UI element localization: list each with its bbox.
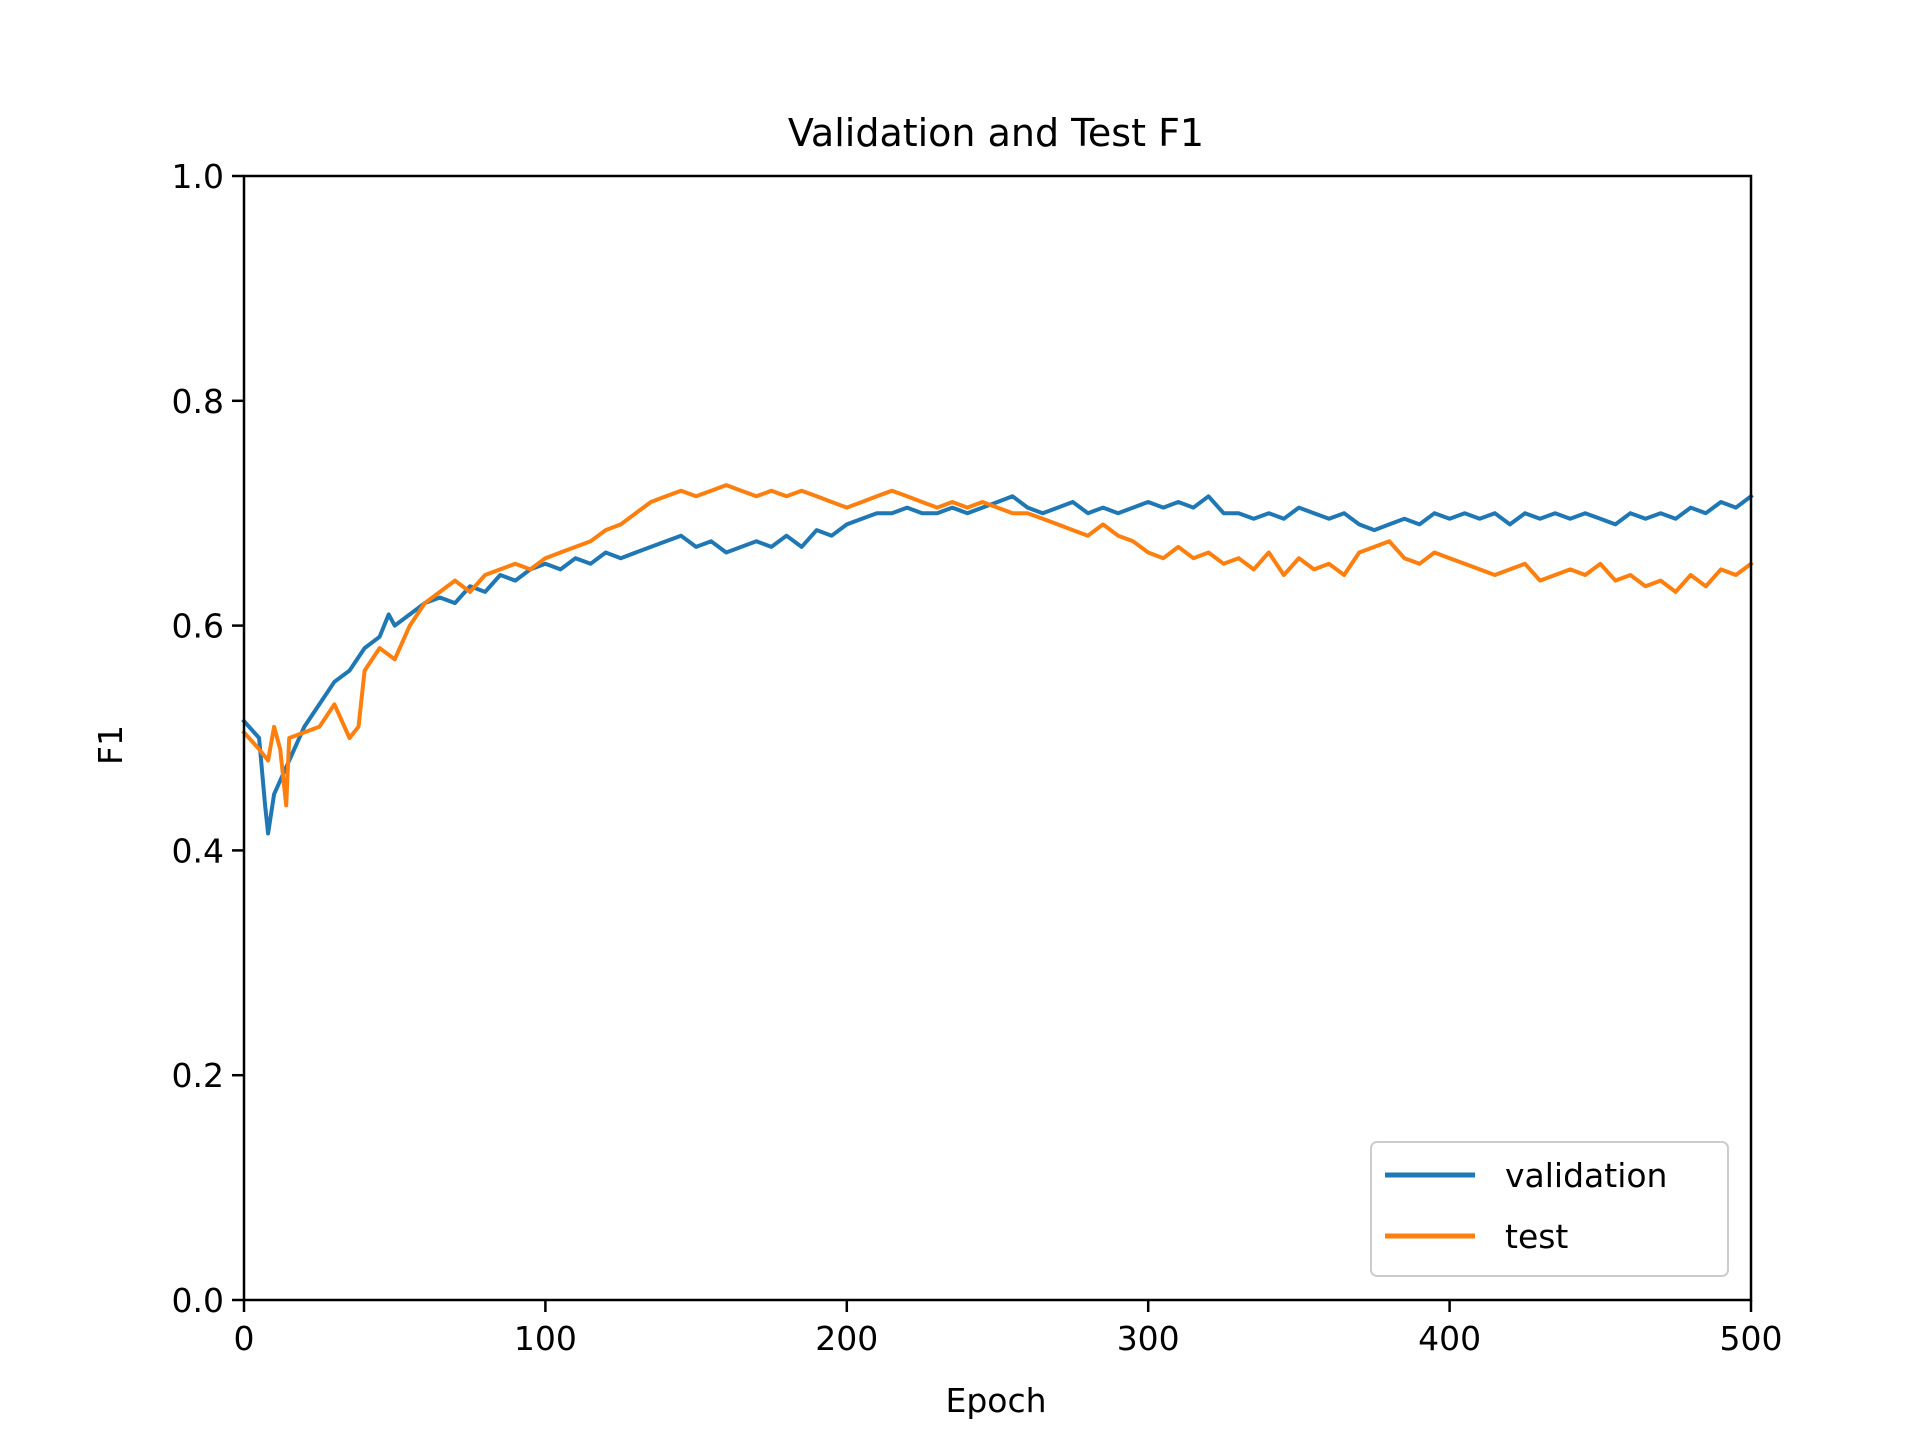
series-layer: [241, 483, 1754, 836]
series-line-test: [241, 483, 1754, 808]
plot-area-frame: [242, 174, 1753, 1302]
x-tick-label: 100: [514, 1319, 577, 1358]
y-tick-label: 0.8: [172, 382, 224, 421]
x-tick-label: 500: [1720, 1319, 1783, 1358]
legend-label-validation: validation: [1505, 1156, 1667, 1195]
legend: validation test: [1370, 1141, 1729, 1277]
legend-label-test: test: [1505, 1217, 1568, 1256]
chart-title: Validation and Test F1: [788, 111, 1204, 155]
y-axis-label: F1: [91, 725, 130, 765]
x-tick-label: 300: [1117, 1319, 1180, 1358]
x-axis-ticks: 0 100 200 300 400 500: [234, 1300, 1783, 1358]
x-axis-label: Epoch: [945, 1381, 1046, 1420]
x-tick-label: 0: [234, 1319, 255, 1358]
y-axis-ticks: 0.0 0.2 0.4 0.6 0.8 1.0: [172, 157, 244, 1320]
y-tick-label: 0.6: [172, 607, 224, 646]
y-tick-label: 0.4: [172, 831, 224, 870]
y-tick-label: 0.2: [172, 1056, 224, 1095]
x-tick-label: 400: [1418, 1319, 1481, 1358]
x-tick-label: 200: [815, 1319, 878, 1358]
y-tick-label: 0.0: [172, 1281, 224, 1320]
y-tick-label: 1.0: [172, 157, 224, 196]
series-line-validation: [241, 493, 1754, 836]
